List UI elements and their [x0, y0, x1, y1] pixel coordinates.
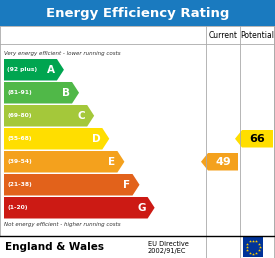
Polygon shape	[4, 82, 79, 103]
Text: Not energy efficient - higher running costs: Not energy efficient - higher running co…	[4, 222, 121, 227]
Polygon shape	[4, 151, 124, 173]
Polygon shape	[201, 153, 238, 171]
Polygon shape	[235, 130, 273, 148]
Text: Potential: Potential	[241, 30, 274, 39]
Text: F: F	[123, 180, 131, 190]
Text: D: D	[92, 134, 100, 144]
Text: Current: Current	[208, 30, 238, 39]
Text: England & Wales: England & Wales	[5, 242, 104, 252]
Text: (69-80): (69-80)	[7, 113, 32, 118]
Text: (1-20): (1-20)	[7, 205, 28, 210]
Polygon shape	[4, 128, 109, 149]
Text: B: B	[62, 88, 70, 98]
Polygon shape	[4, 105, 94, 126]
Text: 49: 49	[215, 157, 231, 167]
Text: 66: 66	[250, 134, 265, 144]
Text: (81-91): (81-91)	[7, 90, 32, 95]
Text: C: C	[78, 111, 85, 121]
Text: Very energy efficient - lower running costs: Very energy efficient - lower running co…	[4, 51, 121, 56]
Text: Energy Efficiency Rating: Energy Efficiency Rating	[46, 6, 229, 20]
Text: E: E	[108, 157, 116, 167]
Text: (55-68): (55-68)	[7, 136, 32, 141]
Polygon shape	[4, 59, 64, 80]
Polygon shape	[4, 174, 139, 196]
Bar	[0, 0, 275, 26]
Bar	[243, 237, 263, 257]
Text: (39-54): (39-54)	[7, 159, 32, 164]
Text: EU Directive
2002/91/EC: EU Directive 2002/91/EC	[148, 240, 189, 254]
Text: G: G	[137, 203, 146, 213]
Text: (21-38): (21-38)	[7, 182, 32, 187]
Text: A: A	[47, 65, 55, 75]
Text: (92 plus): (92 plus)	[7, 67, 37, 72]
Polygon shape	[4, 197, 155, 219]
